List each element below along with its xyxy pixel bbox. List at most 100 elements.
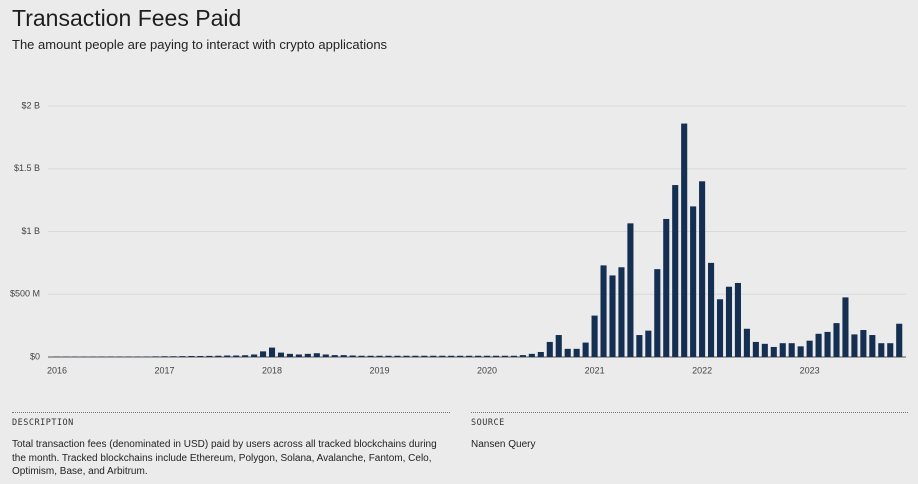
bar <box>878 343 885 357</box>
bar <box>672 185 679 357</box>
bar <box>833 323 840 357</box>
bar <box>645 330 652 357</box>
bar <box>224 355 231 357</box>
description-text: Total transaction fees (denominated in U… <box>12 439 437 477</box>
bar <box>268 347 276 357</box>
bar <box>528 353 535 357</box>
bar <box>421 355 428 357</box>
bar <box>179 356 186 357</box>
bar <box>779 343 786 357</box>
bar <box>519 355 526 357</box>
bar <box>340 355 347 357</box>
bar <box>815 333 822 357</box>
bar <box>188 355 195 357</box>
x-tick-label: 2016 <box>47 365 67 375</box>
bar <box>161 356 168 357</box>
description-label: DESCRIPTION <box>12 418 74 428</box>
bar <box>573 348 580 357</box>
bar <box>116 356 123 357</box>
bar <box>206 355 213 357</box>
bar <box>690 206 697 357</box>
bar <box>448 355 455 357</box>
y-tick-label: $0 <box>30 351 40 361</box>
x-tick-label: 2022 <box>692 365 712 375</box>
bar <box>251 354 258 357</box>
bar <box>197 355 204 357</box>
bar <box>788 343 795 357</box>
bar <box>654 269 661 357</box>
bar <box>466 355 473 357</box>
bar <box>403 355 410 357</box>
bar <box>896 323 903 357</box>
bar <box>851 334 858 357</box>
chart-title: Transaction Fees Paid <box>12 5 242 31</box>
bar <box>510 355 517 357</box>
x-tick-label: 2017 <box>154 365 174 375</box>
bar <box>313 353 320 357</box>
bar <box>824 331 831 357</box>
bar <box>394 355 401 357</box>
bar <box>600 265 607 357</box>
bar <box>385 355 392 357</box>
bar <box>842 297 849 357</box>
bar <box>501 355 509 357</box>
bar <box>233 355 240 357</box>
bar <box>260 351 267 357</box>
bar <box>663 218 670 357</box>
bar <box>743 328 750 357</box>
source-block: SOURCE Nansen Query <box>471 412 908 452</box>
chart-subtitle: The amount people are paying to interact… <box>12 37 388 52</box>
bar <box>564 348 571 357</box>
bar <box>734 282 741 357</box>
bar <box>752 341 759 357</box>
bar <box>457 355 464 357</box>
x-tick-label: 2019 <box>370 365 390 375</box>
y-tick-label: $1 B <box>21 226 40 236</box>
bar <box>546 341 553 357</box>
description-block: DESCRIPTION Total transaction fees (deno… <box>12 412 450 479</box>
bar <box>609 275 616 357</box>
bar <box>699 181 706 357</box>
bar <box>725 286 733 357</box>
bar <box>636 335 643 357</box>
bar <box>430 355 437 357</box>
bar <box>295 354 302 357</box>
bar <box>107 356 114 357</box>
bar <box>242 355 249 357</box>
bar <box>860 330 867 357</box>
source-label: SOURCE <box>471 418 505 428</box>
x-tick-label: 2018 <box>262 365 282 375</box>
bar <box>770 346 777 357</box>
y-tick-label: $2 B <box>21 100 40 110</box>
source-text: Nansen Query <box>471 439 536 450</box>
bar <box>681 123 688 357</box>
bar <box>170 356 177 357</box>
bar <box>887 343 894 357</box>
bar <box>475 355 482 357</box>
bar <box>806 340 813 357</box>
bar <box>322 354 329 357</box>
bar <box>358 355 365 357</box>
bar <box>716 299 724 357</box>
x-tick-label: 2021 <box>585 365 605 375</box>
bar <box>869 335 876 357</box>
bar <box>708 262 715 357</box>
bar <box>98 356 105 357</box>
bar <box>277 352 285 357</box>
bar <box>215 355 222 357</box>
bar <box>143 356 150 357</box>
bar <box>627 223 634 357</box>
bar <box>286 353 293 357</box>
bar <box>349 355 356 357</box>
x-tick-label: 2023 <box>800 365 820 375</box>
y-tick-label: $500 M <box>10 289 40 299</box>
bar <box>376 355 383 357</box>
bar <box>304 353 311 357</box>
bar <box>484 355 491 357</box>
bar <box>152 356 159 357</box>
bar <box>125 356 132 357</box>
bar <box>492 355 500 357</box>
bar <box>537 351 544 357</box>
y-tick-label: $1.5 B <box>14 163 40 173</box>
